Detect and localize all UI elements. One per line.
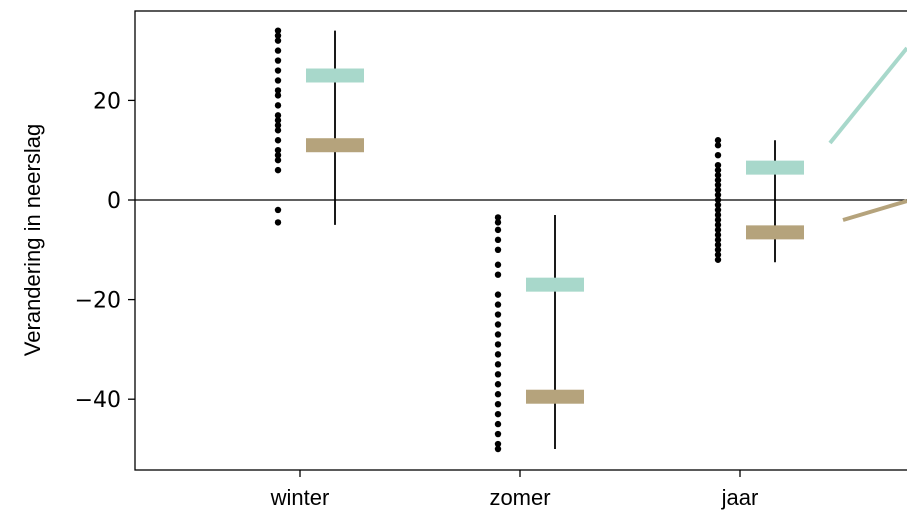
data-point [714,176,722,184]
data-point [494,214,502,221]
data-point [494,430,502,438]
data-point [274,112,282,119]
data-point [274,127,282,134]
high-scenario-bar [746,160,804,175]
data-point [714,166,722,174]
data-point [714,236,722,244]
data-point [714,206,722,214]
data-point [714,211,722,219]
data-point [494,321,502,328]
data-point [494,331,502,338]
data-point [714,186,722,194]
data-point [274,137,282,144]
data-point [494,445,502,453]
data-point [714,151,722,159]
data-point [274,166,282,174]
data-point [494,341,502,348]
data-point [274,219,282,226]
data-point [274,117,282,124]
data-point [714,251,722,258]
data-point [494,261,502,268]
low-scenario-bar [306,138,364,153]
y-tick-label: −40 [75,388,121,413]
data-point [714,161,722,169]
data-point [274,57,282,64]
data-point [714,201,722,209]
data-point [494,236,502,244]
y-tick-label: −20 [75,289,121,314]
data-point [274,147,282,154]
data-point [714,181,722,189]
y-axis-label: Verandering in neerslag [20,124,45,356]
y-tick-label: 0 [107,189,121,214]
data-point [714,256,722,263]
data-point [494,391,502,398]
high-scenario-bar [306,68,364,83]
data-point [494,361,502,368]
x-tick-label: winter [270,485,330,510]
data-point [274,151,282,159]
x-tick-label: jaar [721,485,759,510]
data-point [494,440,502,448]
data-point [714,171,722,179]
data-point [274,87,282,94]
low-scenario-connector [842,199,907,222]
legend-lines [828,46,907,222]
data-point [494,371,502,378]
data-point [494,311,502,318]
data-point [494,219,502,226]
data-point [274,32,282,39]
data-point [714,241,722,249]
x-axis: winter zomer jaar [270,470,759,510]
chart-marks [274,27,804,453]
data-point [714,191,722,199]
data-point [714,246,722,253]
data-point [494,410,502,418]
data-point [494,291,502,298]
data-point [494,351,502,358]
data-point [494,226,502,234]
data-point [274,37,282,44]
data-point [274,206,282,214]
data-point [274,102,282,109]
data-point [714,231,722,239]
data-point [714,137,722,144]
data-point [274,122,282,129]
data-point [274,47,282,54]
data-point [714,226,722,234]
data-point [714,196,722,204]
low-scenario-bar [526,389,584,404]
x-tick-label: zomer [489,485,550,510]
y-axis: 20 0 −20 −40 [75,89,135,413]
data-point [274,67,282,74]
data-point [494,246,502,253]
data-point [274,77,282,84]
low-scenario-bar [746,225,804,240]
high-scenario-bar [526,277,584,292]
data-point [274,156,282,164]
high-scenario-connector [828,46,907,145]
plot-frame [134,10,907,471]
data-point [494,271,502,278]
data-point [494,381,502,388]
data-point [494,420,502,428]
data-point [714,216,722,224]
data-point [494,400,502,408]
data-point [714,142,722,149]
y-tick-label: 20 [93,89,121,114]
data-point [714,221,722,229]
data-point [274,92,282,99]
data-point [274,27,282,34]
data-point [494,301,502,308]
